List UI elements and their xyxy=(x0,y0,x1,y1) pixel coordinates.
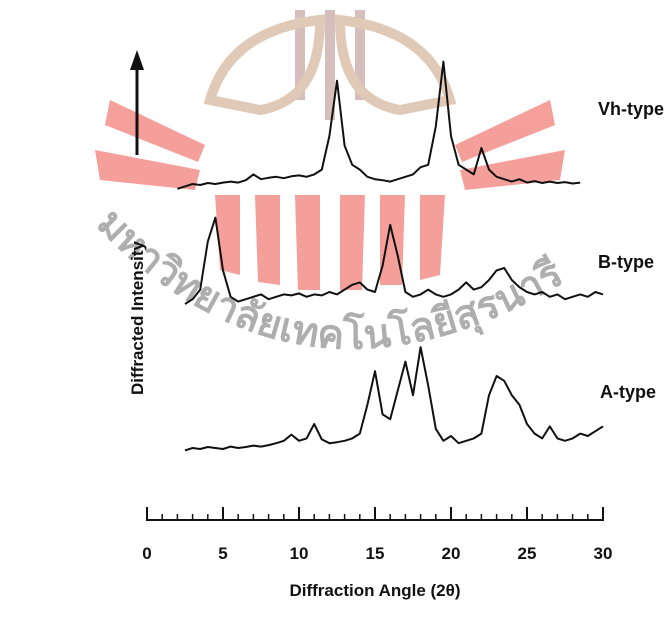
x-tick-label: 20 xyxy=(442,544,461,563)
y-axis-title: Diffracted Intensity xyxy=(128,240,147,395)
xrd-trace xyxy=(184,216,604,305)
y-axis-arrow xyxy=(130,50,144,155)
x-tick-label: 0 xyxy=(142,544,151,563)
series-label: A-type xyxy=(600,382,656,402)
x-tick-label: 25 xyxy=(518,544,537,563)
x-tick-label: 10 xyxy=(290,544,309,563)
x-tick-label: 5 xyxy=(218,544,227,563)
series-label: Vh-type xyxy=(598,99,664,119)
watermark-text-path: มหาวิทยาลัยเทคโนโลยีสุรนารี xyxy=(89,200,571,357)
x-tick-label: 15 xyxy=(366,544,385,563)
plot-area: 0 5 10 15 20 25 30 Vh-type B-type A-type xyxy=(142,60,664,563)
x-tick-label: 30 xyxy=(594,544,613,563)
watermark-text: มหาวิทยาลัยเทคโนโลยีสุรนารี xyxy=(89,200,571,357)
series-label: B-type xyxy=(598,252,654,272)
watermark-logo xyxy=(95,10,565,290)
xrd-trace xyxy=(177,60,581,190)
xrd-trace xyxy=(184,346,604,452)
x-axis-title: Diffraction Angle (2θ) xyxy=(289,581,460,600)
